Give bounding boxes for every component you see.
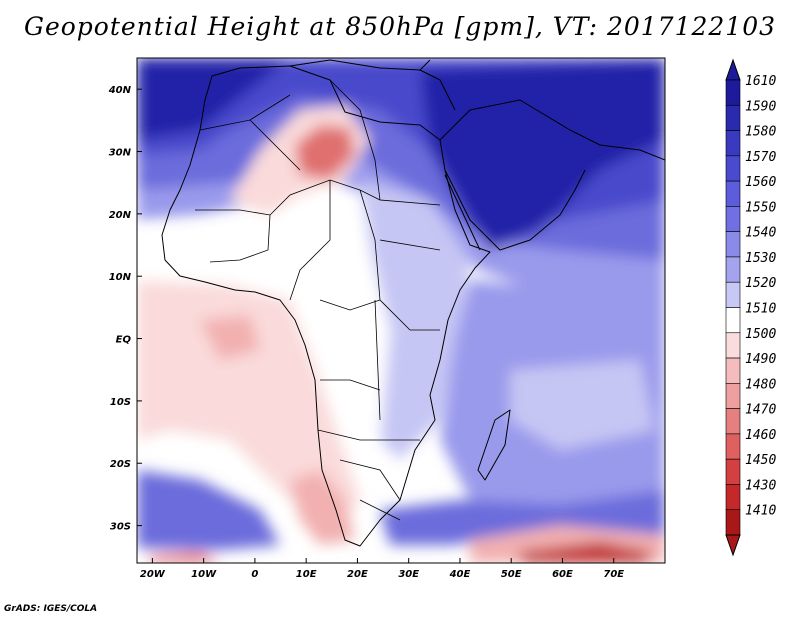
x-tick-label: 0	[251, 569, 258, 580]
y-axis: 40N 30N 20N 10N EQ 10S 20S 30S	[108, 85, 142, 533]
x-tick-label: 70E	[603, 569, 624, 580]
colorbar-swatch	[725, 281, 741, 308]
colorbar-label: 1480	[745, 377, 776, 392]
colorbar-label: 1450	[745, 453, 776, 468]
x-tick-label: 40E	[449, 569, 471, 580]
colorbar-label: 1510	[745, 302, 776, 317]
x-tick-label: 50E	[501, 569, 522, 580]
x-axis: 20W 10W 0 10E 20E 30E 40E 50E 60E 70E	[140, 558, 624, 580]
x-tick-label: 60E	[552, 569, 573, 580]
shade-atlantic-patch	[200, 315, 260, 360]
y-tick-label: 30S	[110, 522, 131, 533]
y-tick-label: 40N	[108, 85, 132, 96]
colorbar-swatch	[725, 383, 741, 409]
coastlines	[161, 59, 665, 547]
red-sea-coast	[444, 174, 481, 251]
colorbar-bottom-arrow	[725, 534, 741, 557]
colorbar-swatch	[725, 509, 741, 536]
shade-sw-blue	[137, 470, 280, 550]
colorbar-swatch	[725, 332, 741, 359]
border-lines	[195, 79, 441, 521]
colorbar-swatch	[725, 256, 741, 283]
colorbar-label: 1540	[745, 226, 776, 241]
mediterranean-coast	[289, 59, 456, 111]
map-title: Geopotential Height at 850hPa [gpm], VT:…	[23, 12, 777, 41]
colorbar-label: 1560	[745, 175, 776, 190]
arabia-coastline	[439, 99, 665, 251]
colorbar-swatch	[725, 231, 741, 258]
colorbar-label: 1530	[745, 251, 776, 266]
credit-text: GrADS: IGES/COLA	[4, 604, 98, 614]
shade-east-africa	[360, 180, 470, 460]
y-tick-label: 20N	[109, 210, 132, 221]
shade-sahara-core	[295, 125, 355, 180]
colorbar-swatch	[725, 104, 741, 131]
plot-frame	[136, 57, 666, 564]
y-tick-label: 10N	[109, 272, 132, 283]
country-borders	[195, 79, 441, 521]
colorbar-swatch	[725, 484, 741, 511]
x-tick-label: 10W	[191, 569, 217, 580]
shade-indian-pale	[510, 360, 655, 450]
colorbar-label: 1580	[745, 125, 776, 140]
colorbar-swatch	[725, 155, 741, 182]
colorbar-swatch	[725, 357, 741, 384]
colorbar-label: 1490	[745, 352, 776, 367]
colorbar-swatch	[725, 307, 741, 334]
africa-coastline	[161, 65, 491, 547]
y-tick-label: EQ	[116, 335, 132, 346]
colorbar-label: 1460	[745, 428, 776, 443]
shade-nw-deep	[137, 58, 290, 140]
plot-area	[137, 58, 665, 563]
colorbar-label: 1550	[745, 200, 776, 215]
colorbar-label: 1470	[745, 403, 776, 418]
shade-south-indian-core	[520, 542, 650, 563]
colorbar-swatch	[725, 130, 741, 157]
colorbar: 1610 1590 1580 1570 1560 1550 1540 1530 1520 1510…	[725, 58, 776, 557]
colorbar-label: 1410	[745, 504, 776, 519]
shade-sw-africa-low	[290, 470, 355, 545]
colorbar-swatch	[725, 458, 741, 485]
colorbar-label: 1590	[745, 99, 776, 114]
x-tick-label: 20E	[347, 569, 368, 580]
y-tick-label: 20S	[110, 459, 131, 470]
x-tick-label: 10E	[296, 569, 317, 580]
y-tick-label: 10S	[110, 397, 131, 408]
shade-atlantic-low	[137, 280, 360, 540]
y-tick-label: 30N	[109, 148, 132, 159]
colorbar-swatch	[725, 433, 741, 460]
colorbar-label: 1610	[745, 74, 776, 89]
colorbar-swatch	[725, 180, 741, 207]
madagascar-coastline	[477, 409, 511, 481]
x-tick-label: 20W	[140, 569, 166, 580]
colorbar-label: 1570	[745, 150, 776, 165]
colorbar-swatch	[725, 206, 741, 232]
shade-southwest-low	[150, 552, 220, 563]
colorbar-top-arrow	[725, 58, 741, 81]
colorbar-label: 1430	[745, 478, 776, 493]
colorbar-label: 1520	[745, 276, 776, 291]
colorbar-swatch	[725, 79, 741, 106]
colorbar-label: 1500	[745, 327, 776, 342]
colorbar-swatch	[725, 408, 741, 435]
x-tick-label: 30E	[398, 569, 419, 580]
